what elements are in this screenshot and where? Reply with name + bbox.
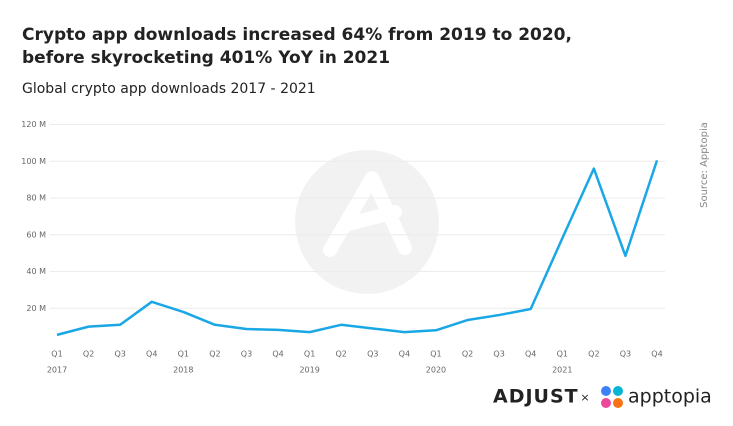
data-line bbox=[56, 159, 659, 337]
brand-separator: × bbox=[580, 391, 589, 404]
x-year-label: 2017 bbox=[47, 366, 67, 375]
watermark bbox=[295, 150, 439, 294]
brand-logo: apptopia bbox=[628, 386, 712, 408]
x-tick-label: Q4 bbox=[272, 350, 283, 359]
x-year-label: 2019 bbox=[299, 366, 319, 375]
y-tick-label: 40 M bbox=[26, 267, 46, 276]
apptopia-icon bbox=[601, 386, 623, 408]
x-tick-label: Q2 bbox=[209, 350, 220, 359]
source: Source: Apptopia bbox=[699, 122, 710, 208]
x-tick-label: Q2 bbox=[336, 350, 347, 359]
y-tick-label: 100 M bbox=[21, 157, 46, 166]
x-year-label: 2020 bbox=[426, 366, 446, 375]
y-tick-label: 20 M bbox=[26, 304, 46, 313]
x-tick-label: Q4 bbox=[525, 350, 536, 359]
brand-logo: ADJUST bbox=[493, 386, 579, 408]
x-tick-label: Q2 bbox=[588, 350, 599, 359]
x-year-label: 2021 bbox=[552, 366, 572, 375]
x-year-label: 2018 bbox=[173, 366, 193, 375]
x-tick-label: Q2 bbox=[462, 350, 473, 359]
x-tick-label: Q1 bbox=[430, 350, 441, 359]
x-tick-label: Q3 bbox=[114, 350, 125, 359]
x-tick-label: Q3 bbox=[241, 350, 252, 359]
chart-title: Crypto app downloads increased 64% from … bbox=[22, 25, 572, 45]
x-tick-label: Q1 bbox=[51, 350, 62, 359]
x-tick-label: Q1 bbox=[557, 350, 568, 359]
x-tick-label: Q3 bbox=[620, 350, 631, 359]
x-tick-label: Q4 bbox=[399, 350, 410, 359]
x-tick-label: Q3 bbox=[493, 350, 504, 359]
x-tick-label: Q2 bbox=[83, 350, 94, 359]
x-tick-label: Q1 bbox=[304, 350, 315, 359]
x-tick-label: Q4 bbox=[146, 350, 157, 359]
x-tick-label: Q4 bbox=[651, 350, 662, 359]
y-tick-label: 80 M bbox=[26, 194, 46, 203]
y-tick-label: 60 M bbox=[26, 230, 46, 239]
y-tick-label: 120 M bbox=[21, 120, 46, 129]
chart-subtitle: Global crypto app downloads 2017 - 2021 bbox=[22, 81, 316, 97]
x-tick-label: Q1 bbox=[178, 350, 189, 359]
x-tick-label: Q3 bbox=[367, 350, 378, 359]
chart-title: before skyrocketing 401% YoY in 2021 bbox=[22, 48, 390, 68]
